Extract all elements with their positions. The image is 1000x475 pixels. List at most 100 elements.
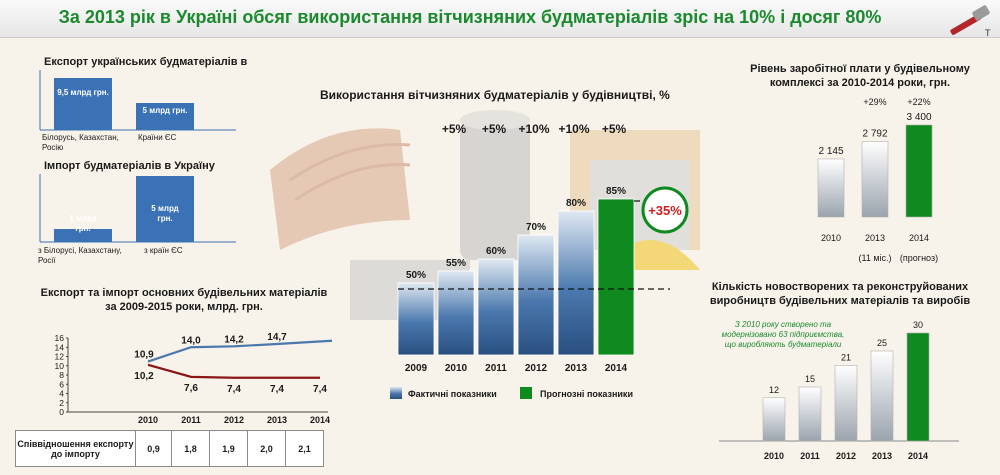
salary-x-note: (11 міс.) bbox=[858, 253, 891, 263]
usage-x-tick: 2011 bbox=[485, 363, 507, 374]
trade-x-tick: 2013 bbox=[267, 415, 287, 425]
enterprises-bar-value: 25 bbox=[877, 338, 887, 348]
trade-x-tick: 2012 bbox=[224, 415, 244, 425]
import-point-label: 7,4 bbox=[270, 384, 284, 395]
enterprises-bar bbox=[798, 386, 822, 442]
ratio-value: 0,9 bbox=[135, 430, 172, 467]
export-bar-category: Країни ЄС bbox=[138, 133, 177, 142]
usage-bar bbox=[557, 210, 595, 356]
import-bar bbox=[54, 228, 112, 242]
usage-bar bbox=[437, 270, 475, 356]
trade-y-tick: 14 bbox=[55, 342, 65, 352]
usage-bar-value: 55% bbox=[446, 258, 466, 269]
usage-annotation: +35% bbox=[648, 203, 682, 218]
import-block-chart bbox=[39, 174, 236, 243]
enterprises-bar-value: 21 bbox=[841, 352, 851, 362]
usage-bar-value: 85% bbox=[606, 186, 626, 197]
ratio-value: 1,8 bbox=[171, 430, 210, 467]
enterprises-bar bbox=[762, 397, 786, 442]
salary-bar bbox=[817, 158, 845, 218]
export-point-label: 14,2 bbox=[224, 334, 244, 345]
header: За 2013 рік в Україні обсяг використання… bbox=[0, 0, 1000, 38]
enterprises-x-tick: 2013 bbox=[872, 451, 892, 461]
import-bar-category: з Білорусі, Казахстану, Росії bbox=[38, 246, 122, 265]
trade-x-tick: 2014 bbox=[310, 415, 330, 425]
enterprises-bar-chart: 12 2010 15 2011 21 2012 25 2013 30 2014 bbox=[719, 320, 959, 461]
export-point-label: 14,7 bbox=[267, 332, 287, 343]
usage-x-tick: 2012 bbox=[525, 363, 548, 374]
enterprises-annotation: З 2010 року створено та модернізовано 63… bbox=[721, 320, 845, 349]
import-point-label: 10,2 bbox=[134, 371, 154, 382]
salary-bar bbox=[861, 141, 889, 218]
export-bar-value: 9,5 млрд грн. bbox=[57, 88, 109, 97]
salary-bar-chart: 2 145 2010 2 792 +29% 2013 (11 міс.) 3 400 +22%… bbox=[817, 97, 938, 263]
trade-chart-title: Експорт та імпорт основних будівельних м… bbox=[40, 287, 328, 313]
enterprises-bar bbox=[834, 365, 858, 442]
enterprises-x-tick: 2010 bbox=[764, 451, 784, 461]
legend-swatch-forecast bbox=[520, 387, 532, 399]
usage-bar bbox=[517, 234, 555, 356]
export-bar bbox=[136, 102, 194, 130]
usage-bar-value: 70% bbox=[526, 222, 546, 233]
trade-y-tick: 0 bbox=[59, 407, 64, 417]
export-point-label: 10,9 bbox=[134, 350, 154, 361]
legend-label-actual: Фактичні показники bbox=[408, 389, 497, 399]
salary-bar-value: 2 792 bbox=[862, 128, 887, 139]
hammer-icon: T bbox=[950, 5, 991, 38]
usage-growth-label: +10% bbox=[558, 122, 589, 136]
import-line bbox=[147, 363, 320, 379]
enterprises-bar bbox=[906, 332, 930, 442]
export-block-title: Експорт українських будматеріалів в bbox=[44, 56, 248, 68]
enterprises-bar bbox=[870, 350, 894, 442]
trade-y-tick: 8 bbox=[59, 370, 64, 380]
export-bar-value: 5 млрд грн. bbox=[142, 106, 188, 115]
salary-bar-value: 2 145 bbox=[818, 146, 843, 157]
growth-circle-icon bbox=[641, 186, 689, 234]
usage-growth-label: +5% bbox=[442, 122, 467, 136]
export-line bbox=[147, 339, 333, 363]
usage-growth-label: +10% bbox=[518, 122, 549, 136]
import-block-title: Імпорт будматеріалів в Україну bbox=[44, 160, 215, 172]
trade-y-tick: 10 bbox=[55, 361, 65, 371]
usage-x-tick: 2010 bbox=[445, 363, 468, 374]
enterprises-bar-value: 15 bbox=[805, 374, 815, 384]
usage-x-tick: 2013 bbox=[565, 363, 588, 374]
enterprises-bar-value: 12 bbox=[769, 385, 779, 395]
page-title: За 2013 рік в Україні обсяг використання… bbox=[58, 7, 882, 27]
enterprises-bar-value: 30 bbox=[913, 320, 923, 330]
enterprises-chart-title: Кількість новостворених та реконструйова… bbox=[709, 281, 971, 307]
import-bar-category: з країн ЄС bbox=[144, 246, 183, 255]
export-point-label: 14,0 bbox=[181, 335, 201, 346]
legend-swatch-actual bbox=[390, 387, 402, 399]
export-bar bbox=[54, 78, 112, 130]
ratio-value: 2,0 bbox=[247, 430, 286, 467]
trade-y-tick: 16 bbox=[55, 333, 65, 343]
usage-bar-chart: 50% 2009 55% 2010 60% 2011 70% 2012 80% 2013 85% 20… bbox=[390, 122, 689, 399]
usage-bar bbox=[397, 282, 435, 356]
ratio-value: 1,9 bbox=[209, 430, 248, 467]
import-bar bbox=[136, 176, 194, 242]
usage-bar-value: 80% bbox=[566, 198, 586, 209]
salary-x-note: (прогноз) bbox=[900, 253, 938, 263]
usage-growth-label: +5% bbox=[482, 122, 507, 136]
salary-growth-label: +29% bbox=[863, 97, 886, 107]
svg-text:T: T bbox=[985, 28, 991, 38]
usage-bar-value: 50% bbox=[406, 270, 426, 281]
import-point-label: 7,4 bbox=[313, 384, 327, 395]
usage-growth-label: +5% bbox=[602, 122, 627, 136]
trade-y-tick: 4 bbox=[59, 389, 64, 399]
salary-bar-value: 3 400 bbox=[906, 112, 931, 123]
salary-bar bbox=[905, 124, 933, 218]
trade-y-tick: 6 bbox=[59, 379, 64, 389]
import-bar-value: 1 млрд грн. bbox=[69, 214, 97, 233]
trade-y-tick: 12 bbox=[55, 352, 65, 362]
salary-x-tick: 2010 bbox=[821, 233, 841, 243]
import-point-label: 7,4 bbox=[227, 384, 241, 395]
ratio-label: Співвідношення експорту до імпорту bbox=[15, 430, 136, 467]
usage-chart-title: Використання вітчизняних будматеріалів у… bbox=[320, 88, 670, 102]
enterprises-x-tick: 2011 bbox=[800, 451, 820, 461]
salary-chart-title: Рівень заробітної плати у будівельному к… bbox=[750, 63, 970, 89]
salary-x-tick: 2014 bbox=[909, 233, 929, 243]
ratio-table: Співвідношення експорту до імпорту 0,9 1… bbox=[15, 430, 324, 467]
